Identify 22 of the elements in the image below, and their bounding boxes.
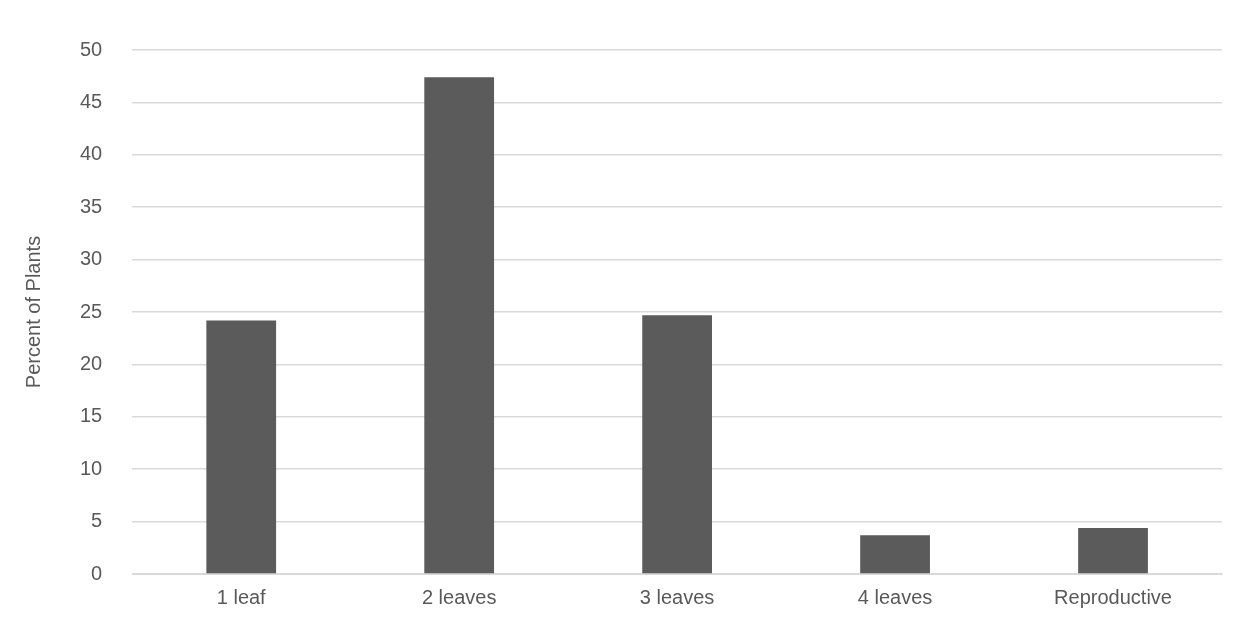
x-tick-label: 4 leaves xyxy=(857,585,933,608)
y-tick-label: 5 xyxy=(91,509,103,532)
bar xyxy=(642,315,712,574)
y-tick-label: 30 xyxy=(80,247,103,270)
x-tick-label: 1 leaf xyxy=(216,585,267,608)
bar xyxy=(860,535,930,574)
bar xyxy=(206,320,277,574)
bar xyxy=(424,77,495,574)
x-tick-label: 3 leaves xyxy=(639,585,715,608)
y-tick-label: 45 xyxy=(80,89,103,112)
x-tick-label: 2 leaves xyxy=(421,585,497,608)
x-tick-label: Reproductive xyxy=(1054,585,1172,608)
y-tick-label: 0 xyxy=(91,561,103,584)
y-tick-label: 40 xyxy=(80,142,103,165)
y-tick-label: 10 xyxy=(80,456,103,479)
y-tick-label: 25 xyxy=(80,299,103,322)
y-tick-label: 15 xyxy=(80,404,103,427)
bar xyxy=(1078,527,1148,574)
y-axis-title: Percent of Plants xyxy=(21,235,44,389)
y-tick-label: 35 xyxy=(80,194,103,217)
y-tick-label: 20 xyxy=(80,351,103,374)
y-tick-label: 50 xyxy=(80,37,103,60)
